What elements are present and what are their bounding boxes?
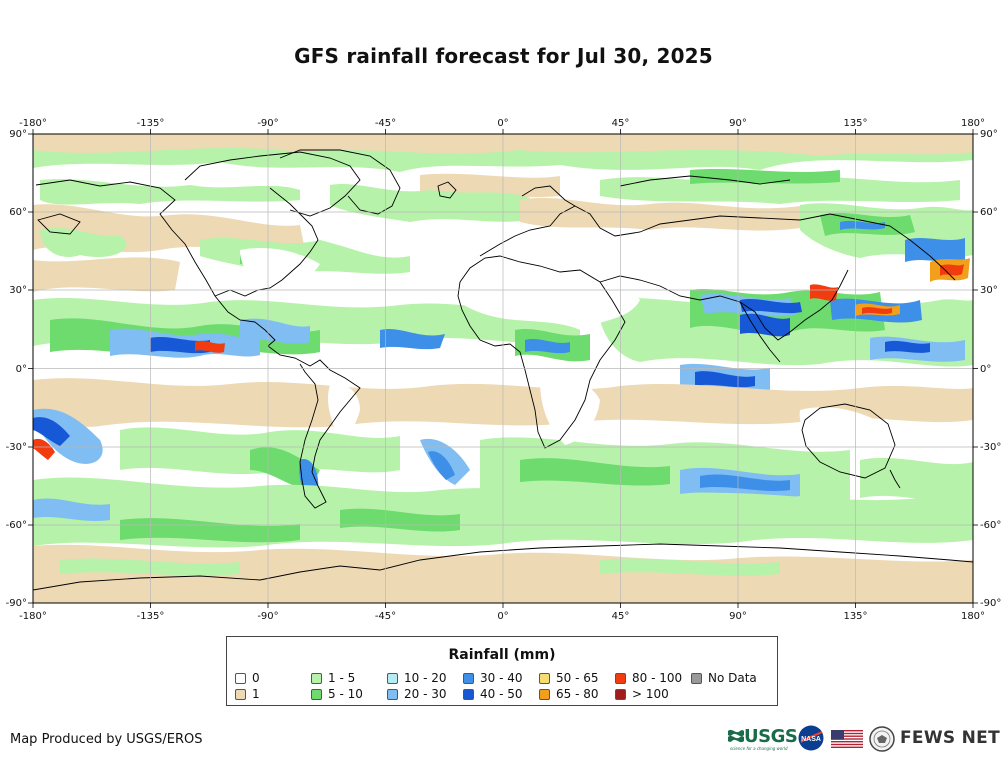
lon-label-top: 90° [729, 118, 747, 129]
lon-label-top: -45° [375, 118, 396, 129]
lat-label-right: 30° [980, 285, 998, 296]
rainfall-map: -180° -135° -90° -45° 0° 45° 90° 135° 18… [6, 118, 1002, 622]
lat-label-right: -60° [980, 520, 1001, 531]
legend-swatch [539, 689, 550, 700]
lon-label-bottom: 45° [612, 611, 630, 622]
lon-label-bottom: 135° [843, 611, 867, 622]
legend: Rainfall (mm) 0 1 1 - 5 5 - 10 10 - 20 2… [226, 636, 778, 706]
lon-label-bottom: -135° [137, 611, 165, 622]
rain-field-tropics [33, 284, 973, 392]
map-canvas [33, 134, 973, 603]
legend-swatch [311, 689, 322, 700]
lon-label-top: -180° [19, 118, 47, 129]
legend-swatch [235, 689, 246, 700]
lat-label-left: -60° [6, 520, 27, 531]
lat-label-right: 90° [980, 129, 998, 140]
lon-label-top: -135° [137, 118, 165, 129]
fews-net-logo: FEWS NET [900, 728, 1000, 748]
lon-label-top: 0° [497, 118, 508, 129]
credit-text: Map Produced by USGS/EROS [10, 732, 203, 747]
legend-swatch [387, 673, 398, 684]
partner-logos: USGS science for a changing world NASA F… [728, 722, 1003, 756]
us-flag-icon [831, 730, 863, 748]
lon-label-bottom: 90° [729, 611, 747, 622]
lat-label-left: 0° [16, 364, 27, 375]
lon-label-top: 45° [612, 118, 630, 129]
legend-swatch [615, 673, 626, 684]
legend-item: 50 - 65 [539, 671, 599, 685]
legend-swatch [463, 689, 474, 700]
legend-item: No Data [691, 671, 757, 685]
lat-label-left: -30° [6, 442, 27, 453]
lat-label-left: -90° [6, 598, 27, 609]
svg-text:NASA: NASA [801, 736, 821, 743]
lon-label-bottom: -45° [375, 611, 396, 622]
legend-swatch [539, 673, 550, 684]
nasa-logo: NASA [798, 725, 824, 751]
legend-item: 30 - 40 [463, 671, 523, 685]
legend-item: 1 [235, 687, 260, 701]
legend-item: 80 - 100 [615, 671, 682, 685]
legend-item: 10 - 20 [387, 671, 447, 685]
lon-label-bottom: -90° [257, 611, 278, 622]
graticule [33, 134, 973, 603]
tick-marks [28, 129, 978, 608]
map-title: GFS rainfall forecast for Jul 30, 2025 [294, 44, 713, 68]
lat-label-right: 0° [980, 364, 991, 375]
lon-label-bottom: -180° [19, 611, 47, 622]
lon-label-top: 180° [961, 118, 985, 129]
legend-swatch [691, 673, 702, 684]
legend-item: 1 - 5 [311, 671, 355, 685]
legend-item: 40 - 50 [463, 687, 523, 701]
lon-label-bottom: 180° [961, 611, 985, 622]
legend-swatch [615, 689, 626, 700]
legend-swatch [235, 673, 246, 684]
legend-item: > 100 [615, 687, 669, 701]
dry-regions [240, 238, 890, 449]
legend-item: 20 - 30 [387, 687, 447, 701]
lon-label-top: -90° [257, 118, 278, 129]
lat-label-left: 30° [9, 285, 27, 296]
lat-label-left: 60° [9, 207, 27, 218]
state-department-seal-icon [869, 726, 895, 752]
lat-label-left: 90° [9, 129, 27, 140]
legend-swatch [311, 673, 322, 684]
usgs-logo: USGS science for a changing world [728, 726, 798, 751]
lat-label-right: 60° [980, 207, 998, 218]
lat-label-right: -30° [980, 442, 1001, 453]
lat-label-right: -90° [980, 598, 1001, 609]
lon-label-bottom: 0° [497, 611, 508, 622]
legend-item: 5 - 10 [311, 687, 363, 701]
legend-swatch [463, 673, 474, 684]
coastlines [33, 149, 973, 591]
legend-item: 65 - 80 [539, 687, 599, 701]
lon-label-top: 135° [843, 118, 867, 129]
legend-title: Rainfall (mm) [448, 647, 556, 663]
legend-swatch [387, 689, 398, 700]
legend-item: 0 [235, 671, 260, 685]
